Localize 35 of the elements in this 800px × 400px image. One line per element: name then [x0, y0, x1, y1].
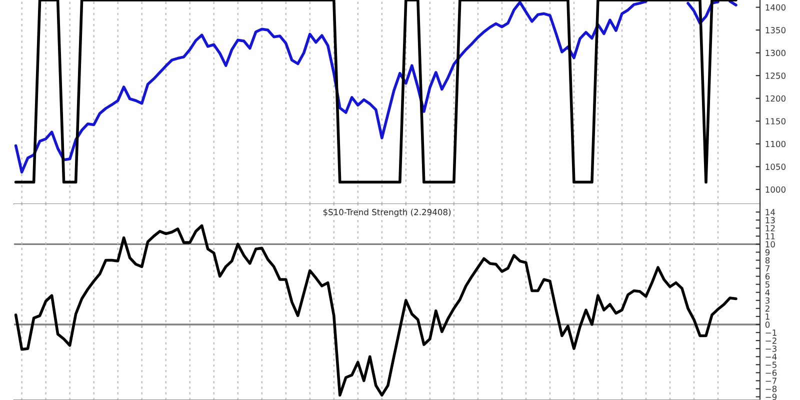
- y-tick-label: −1: [766, 330, 776, 336]
- y-tick-label: 6: [765, 273, 770, 280]
- y-tick-label: 1250: [766, 72, 786, 79]
- y-tick-label: 11: [766, 233, 775, 240]
- y-tick-label: 3: [765, 297, 770, 304]
- y-tick-label: 1350: [766, 27, 786, 34]
- y-tick-label: 8: [765, 257, 770, 264]
- y-tick-label: −5: [766, 362, 776, 368]
- y-tick-label: 7: [766, 265, 770, 272]
- y-tick-label: 1050: [766, 164, 786, 170]
- y-tick-label: 1300: [766, 50, 786, 56]
- text: $S10-Trend Strength (2.29408): [323, 208, 451, 217]
- y-tick-label: 1100: [766, 140, 786, 148]
- y-tick-label: −6: [766, 370, 777, 376]
- y-tick-label: 5: [766, 281, 770, 288]
- y-tick-label: −9: [766, 394, 777, 400]
- y-tick-label: 12: [766, 225, 775, 232]
- y-tick-label: −3: [766, 346, 776, 352]
- y-tick-label: −2: [766, 338, 776, 344]
- y-tick-label: 10: [766, 241, 775, 248]
- y-tick-label: 1000: [766, 186, 786, 193]
- y-tick-label: 14: [766, 209, 775, 216]
- y-tick-label: 1200: [766, 95, 786, 102]
- y-tick-label: 1400: [766, 4, 786, 11]
- y-tick-label: 4: [765, 289, 770, 296]
- y-tick-label: 0: [765, 321, 770, 328]
- y-tick-label: 1: [766, 314, 770, 320]
- y-tick-label: 2: [765, 305, 770, 312]
- y-tick-label: −4: [766, 354, 777, 360]
- y-tick-label: 13: [766, 217, 775, 224]
- line-series: [14, 224, 738, 397]
- y-tick-label: −7: [766, 378, 776, 384]
- y-tick-label: 1150: [766, 118, 786, 124]
- y-tick-label: 9: [765, 249, 770, 256]
- y-tick-label: −8: [766, 386, 777, 392]
